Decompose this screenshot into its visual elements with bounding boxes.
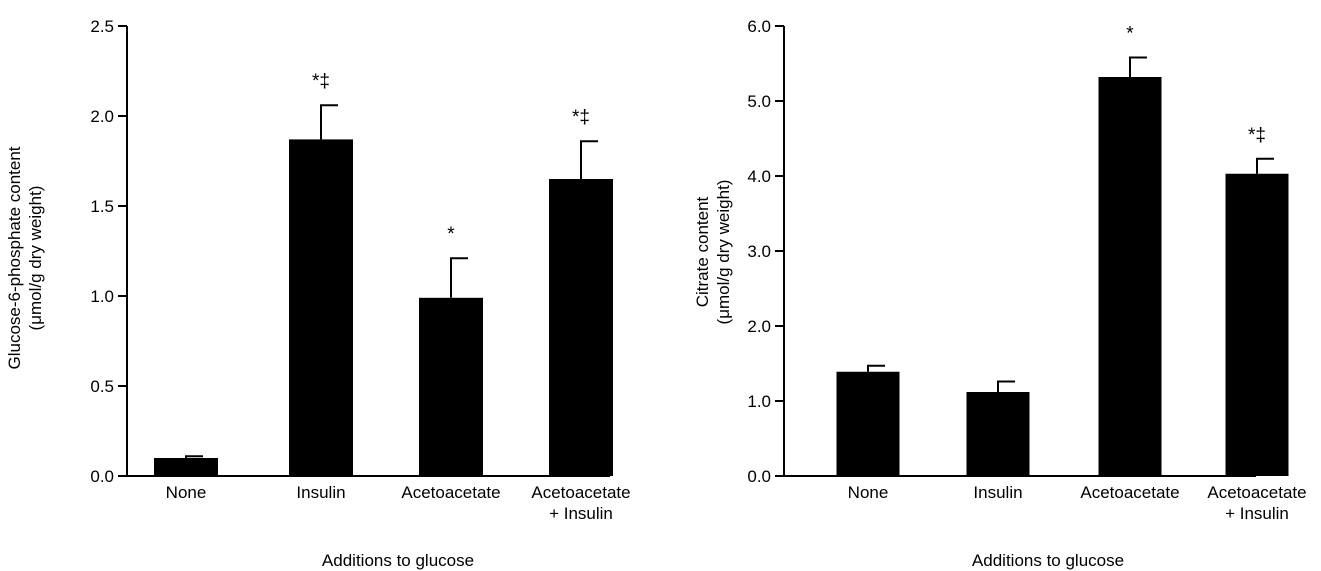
bar-4 [549,179,613,476]
y-axis-title-line: Glucose-6-phosphate content [5,146,24,369]
bar-1 [836,371,900,476]
y-tick-label: 1.5 [90,197,114,216]
significance-mark: *‡ [1248,125,1266,146]
x-tick-label: Acetoacetate [1207,483,1306,502]
bar-2 [966,392,1030,476]
y-tick-label: 2.5 [90,17,114,36]
chart-1: 0.0 0.5 1.0 1.5 2.0 2.5 None *‡ Insulin * Acetoace… [5,17,631,570]
bar-3 [1098,77,1162,476]
y-tick-label: 2.0 [747,317,771,336]
y-tick-label: 1.0 [747,392,771,411]
significance-mark: *‡ [572,107,590,128]
y-axis-title: Glucose-6-phosphate content (μmol/g dry w… [5,146,45,369]
x-tick-label: Acetoacetate [401,483,500,502]
y-axis-title: Citrate content (μmol/g dry weight) [693,180,733,325]
y-tick-label: 4.0 [747,167,771,186]
x-axis-title: Additions to glucose [322,551,474,570]
y-tick-label: 5.0 [747,92,771,111]
y-tick-label: 1.0 [90,287,114,306]
x-axis-title: Additions to glucose [972,551,1124,570]
y-tick-label: 0.0 [90,467,114,486]
y-tick-label: 0.0 [747,467,771,486]
y-tick-label: 2.0 [90,107,114,126]
x-tick-label: Insulin [973,483,1022,502]
bar-4 [1225,173,1289,476]
y-axis-title-line: (μmol/g dry weight) [26,186,45,331]
y-tick-label: 0.5 [90,377,114,396]
y-axis-title-line: Citrate content [693,196,712,307]
x-tick-label: Insulin [296,483,345,502]
y-tick-label: 6.0 [747,17,771,36]
x-tick-label: None [166,483,207,502]
x-tick-label: Acetoacetate [531,483,630,502]
bar-3 [419,297,483,476]
x-tick-label: Acetoacetate [1080,483,1179,502]
x-tick-label: + Insulin [549,504,613,523]
x-tick-label: + Insulin [1225,504,1289,523]
significance-mark: *‡ [312,71,330,92]
chart-2: 0.0 1.0 2.0 3.0 4.0 5.0 6.0 None Insulin * Acetoac… [693,17,1307,570]
significance-mark: * [1126,24,1134,45]
y-axis-title-line: (μmol/g dry weight) [714,180,733,325]
significance-mark: * [447,224,455,245]
bar-2 [289,139,353,476]
bar-1 [154,458,218,476]
y-tick-label: 3.0 [747,242,771,261]
x-tick-label: None [848,483,889,502]
